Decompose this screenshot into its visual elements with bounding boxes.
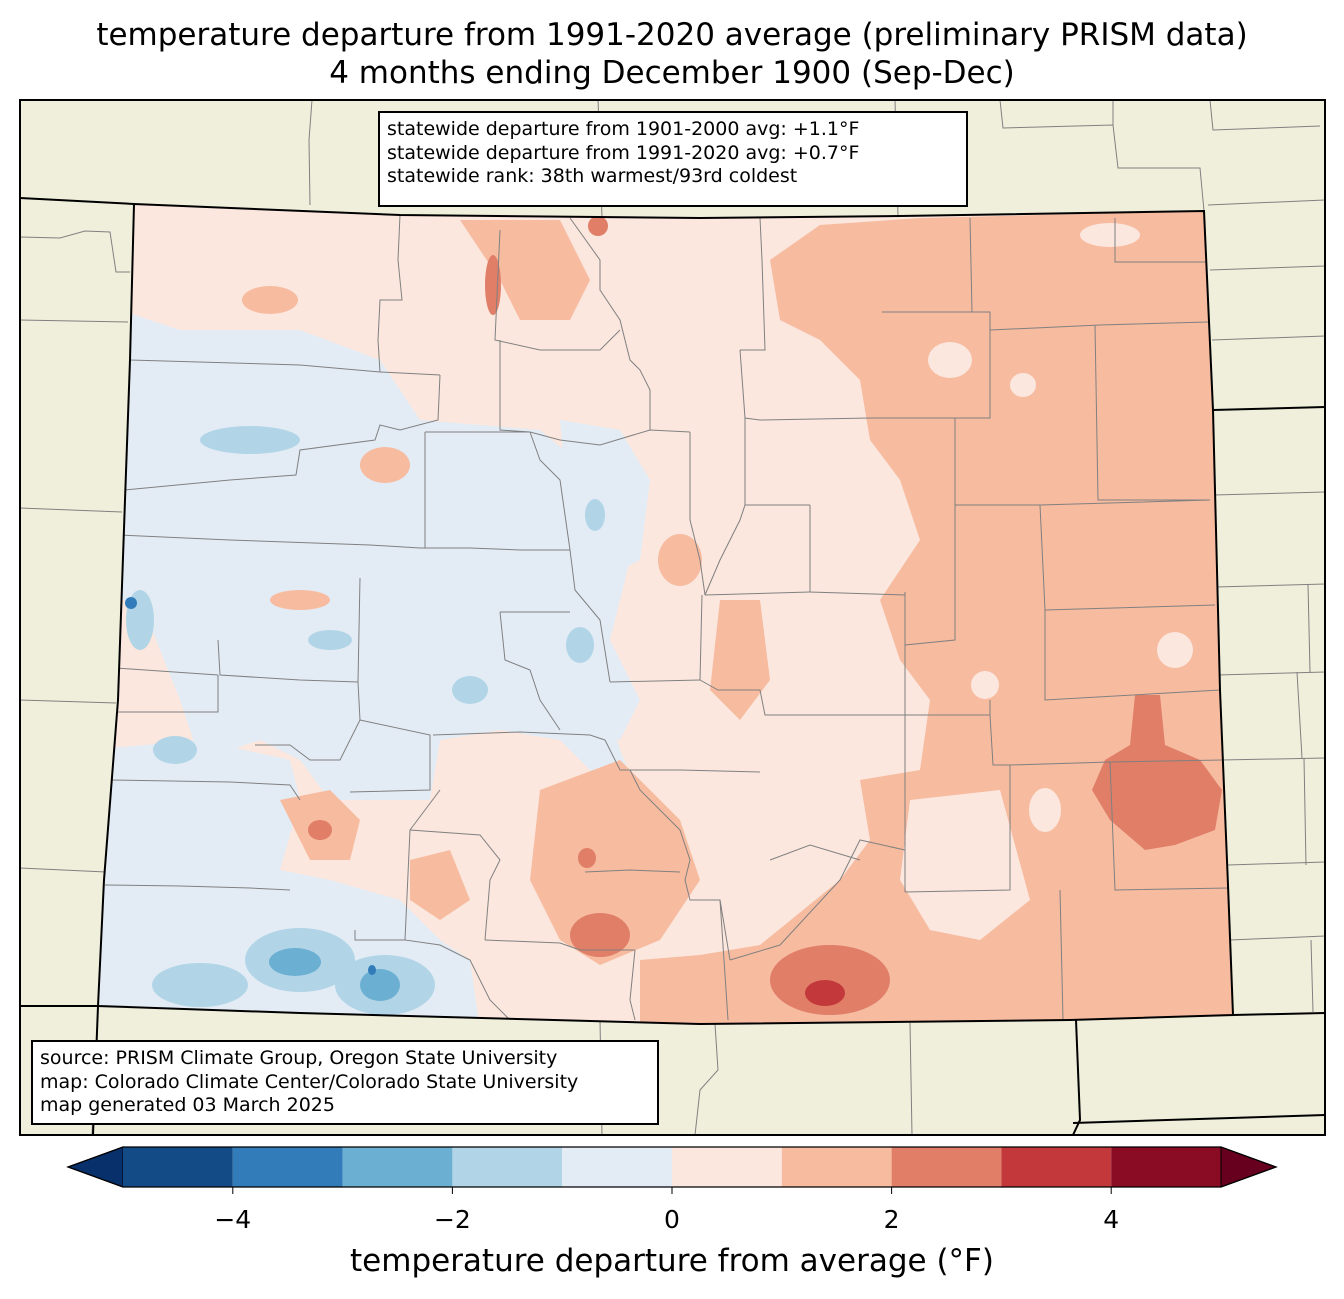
source-box: source: PRISM Climate Group, Oregon Stat… (31, 1040, 659, 1125)
colorbar-bin (452, 1147, 563, 1187)
county-lines (104, 214, 1231, 1021)
stats-rank: statewide rank: 38th warmest/93rd coldes… (387, 165, 798, 187)
stats-departure-1991-2020: statewide departure from 1991-2020 avg: … (387, 141, 860, 164)
field-pale-spot-5 (1029, 788, 1061, 832)
field-blob-coldest-2 (368, 965, 376, 975)
map-border (19, 99, 1326, 1136)
field-pale-area-6 (900, 790, 1030, 940)
field-sw-warm-2 (410, 850, 470, 920)
colorbar-bin (891, 1147, 1002, 1187)
colorbar-bin (232, 1147, 343, 1187)
field-blob-colder-1 (269, 948, 321, 976)
stats-departure-1901-2000: statewide departure from 1901-2000 avg: … (387, 118, 860, 140)
field-blob-warm-1 (360, 447, 410, 483)
colorbar-tick-label: 4 (1103, 1205, 1120, 1234)
colorbar-tick-label: −2 (433, 1205, 471, 1234)
map-title-line-2: 4 months ending December 1900 (Sep-Dec) (329, 55, 1015, 91)
field-pale-spot-3 (1157, 632, 1193, 668)
field-blob-cold-10 (566, 627, 594, 663)
field-blob-warmer-4 (578, 848, 596, 868)
colorbar-bin (1111, 1147, 1221, 1187)
field-blob-warmer-7 (588, 216, 608, 236)
colorbar (66, 1146, 1278, 1194)
colorbar-extend-under (66, 1146, 124, 1188)
field-central-cool (500, 600, 640, 740)
colorbar-bin (1001, 1147, 1112, 1187)
field-blob-cold-9 (308, 630, 352, 650)
field-east-warm (640, 210, 1233, 1024)
field-blob-cold-6 (152, 963, 248, 1007)
statewide-stats-box: statewide departure from 1901-2000 avg: … (378, 111, 968, 207)
source-credit: source: PRISM Climate Group, Oregon Stat… (40, 1047, 558, 1069)
colorbar-tick-label: 0 (664, 1205, 680, 1234)
colorbar-tick-label: 2 (883, 1205, 900, 1234)
field-blob-colder-2 (360, 969, 400, 1001)
map-generated-date: map generated 03 March 2025 (40, 1094, 335, 1116)
field-blob-coldest-1 (125, 597, 137, 609)
colorbar-extend-over (1220, 1146, 1278, 1188)
field-blob-warmer-3 (570, 913, 630, 957)
field-blob-cold-1 (200, 426, 300, 454)
field-blob-warm-3 (270, 590, 330, 610)
colorbar-bin (342, 1147, 453, 1187)
map-frame (20, 100, 1325, 1135)
field-north-warm (460, 220, 590, 320)
map-title-line-1: temperature departure from 1991-2020 ave… (96, 17, 1248, 53)
field-blob-warmer-1 (1092, 695, 1222, 850)
field-blob-warm-2 (242, 286, 298, 314)
field-park-cool (560, 420, 650, 580)
map-credit: map: Colorado Climate Center/Colorado St… (40, 1070, 579, 1093)
field-blob-hottest-1 (805, 980, 845, 1006)
field-pale-spot-4 (971, 671, 999, 699)
field-pale-spot-7 (1080, 223, 1140, 247)
field-blob-cold-2 (153, 736, 197, 764)
field-blob-cold-7 (452, 676, 488, 704)
field-blob-warm-4 (658, 534, 702, 586)
colorbar-bin (781, 1147, 892, 1187)
colorbar-label: temperature departure from average (°F) (350, 1243, 994, 1279)
temperature-field (98, 204, 1233, 1024)
colorbar-bin (672, 1147, 782, 1187)
field-south-central-warm (530, 760, 700, 965)
colorbar-bin (123, 1147, 233, 1187)
colorbar-tick-label: −4 (214, 1205, 252, 1234)
colorado-border (96, 202, 1235, 1026)
field-pale-spot-1 (928, 342, 972, 378)
field-blob-cold-8 (585, 499, 605, 531)
field-blob-warmer-6 (308, 820, 332, 840)
field-blob-warmer-2 (770, 945, 890, 1015)
colorbar-bin (562, 1147, 672, 1187)
field-pale-spot-2 (1010, 373, 1036, 397)
colorbar-outline (66, 1146, 1278, 1188)
